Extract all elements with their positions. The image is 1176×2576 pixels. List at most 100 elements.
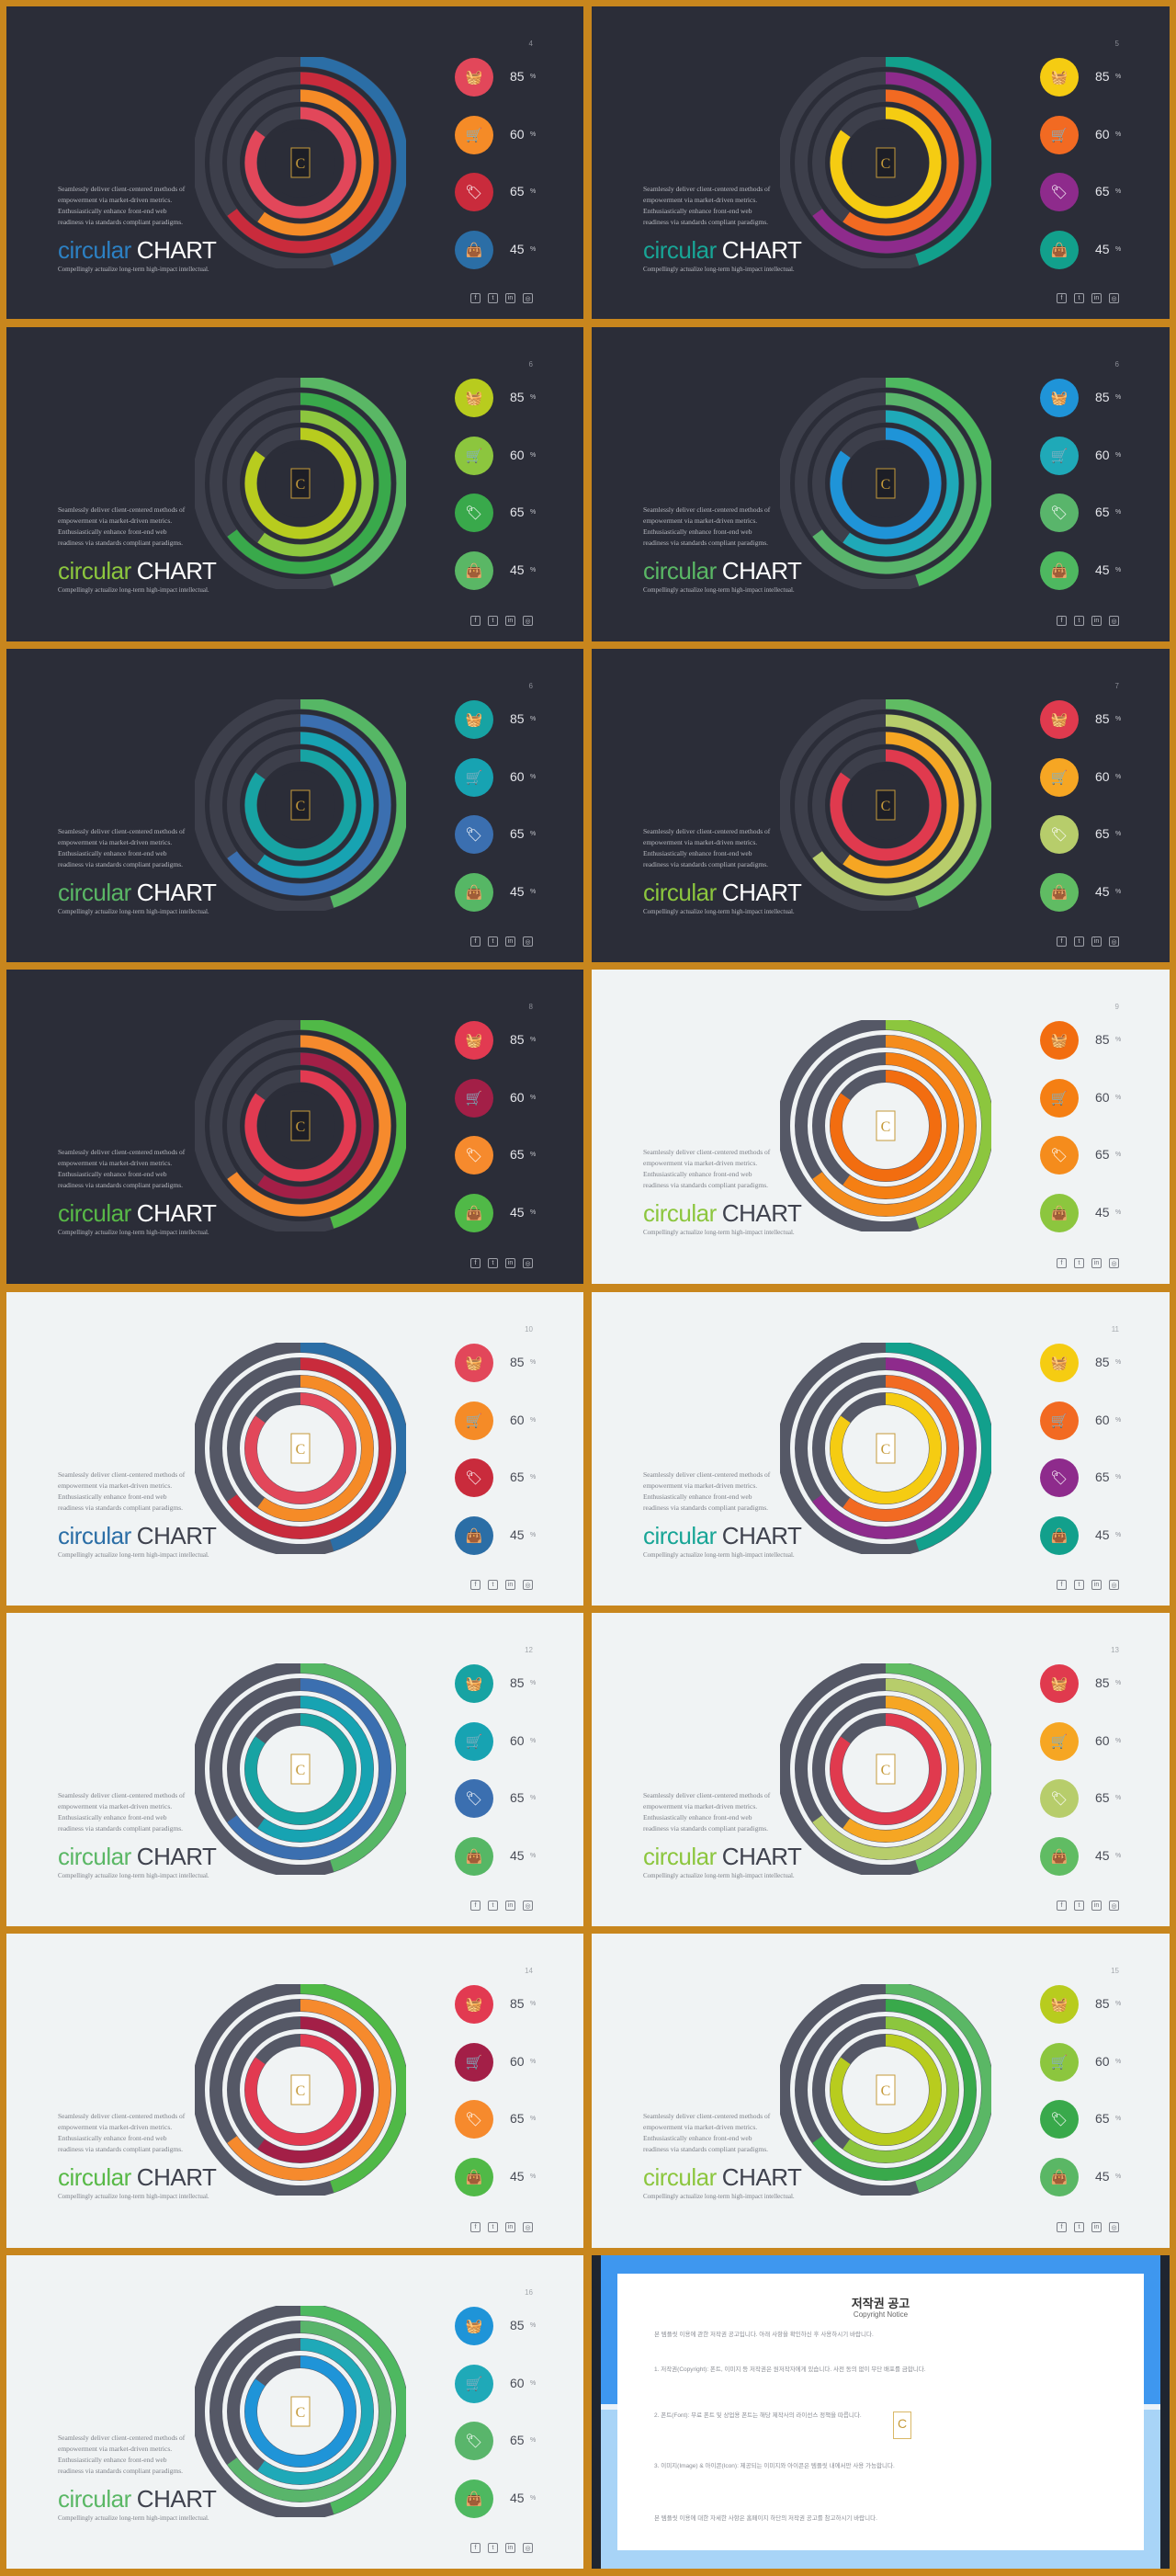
linkedin-icon[interactable]: in [505, 1258, 515, 1268]
social-links: f t in ◎ [470, 2543, 533, 2553]
instagram-icon[interactable]: ◎ [1109, 1580, 1119, 1590]
linkedin-icon[interactable]: in [505, 1580, 515, 1590]
linkedin-icon[interactable]: in [505, 1901, 515, 1911]
twitter-icon[interactable]: t [1074, 1901, 1084, 1911]
logo-badge [290, 1110, 311, 1141]
instagram-icon[interactable]: ◎ [523, 2222, 533, 2232]
description-line: readiness via standards compliant paradi… [58, 1824, 184, 1833]
description-line: Enthusiastically enhance front-end web [643, 2134, 752, 2142]
twitter-icon[interactable]: t [1074, 1258, 1084, 1268]
linkedin-icon[interactable]: in [1091, 2222, 1102, 2232]
percent-sign: % [1115, 1531, 1122, 1538]
description-line: Seamlessly deliver client-centered metho… [643, 1791, 771, 1799]
twitter-icon[interactable]: t [488, 2543, 498, 2553]
twitter-icon[interactable]: t [488, 936, 498, 947]
facebook-icon[interactable]: f [470, 2543, 481, 2553]
logo-letter: C [881, 1442, 891, 1458]
twitter-icon[interactable]: t [488, 1901, 498, 1911]
twitter-icon[interactable]: t [1074, 936, 1084, 947]
twitter-icon[interactable]: t [488, 1258, 498, 1268]
facebook-icon[interactable]: f [1057, 293, 1067, 303]
facebook-icon[interactable]: f [1057, 1580, 1067, 1590]
legend-item: 👜 45% [455, 2479, 537, 2537]
linkedin-icon[interactable]: in [1091, 936, 1102, 947]
twitter-icon[interactable]: t [488, 293, 498, 303]
instagram-icon[interactable]: ◎ [1109, 1258, 1119, 1268]
tag-icon: 🏷 [455, 1458, 493, 1497]
percent-sign: % [530, 2379, 537, 2387]
instagram-icon[interactable]: ◎ [523, 2543, 533, 2553]
description-line: Enthusiastically enhance front-end web [643, 528, 752, 536]
facebook-icon[interactable]: f [470, 1580, 481, 1590]
twitter-icon[interactable]: t [1074, 1580, 1084, 1590]
twitter-icon[interactable]: t [1074, 2222, 1084, 2232]
linkedin-icon[interactable]: in [505, 2222, 515, 2232]
instagram-icon[interactable]: ◎ [523, 936, 533, 947]
twitter-icon[interactable]: t [488, 2222, 498, 2232]
instagram-icon[interactable]: ◎ [1109, 1901, 1119, 1911]
facebook-icon[interactable]: f [1057, 2222, 1067, 2232]
legend-item: 🧺 85% [455, 1344, 537, 1401]
facebook-icon[interactable]: f [470, 293, 481, 303]
instagram-icon[interactable]: ◎ [523, 616, 533, 626]
facebook-icon[interactable]: f [470, 936, 481, 947]
facebook-icon[interactable]: f [470, 2222, 481, 2232]
instagram-icon[interactable]: ◎ [1109, 293, 1119, 303]
linkedin-icon[interactable]: in [505, 2543, 515, 2553]
instagram-icon[interactable]: ◎ [1109, 2222, 1119, 2232]
instagram-icon[interactable]: ◎ [523, 1258, 533, 1268]
ring-arc-2 [842, 89, 959, 236]
facebook-icon[interactable]: f [1057, 936, 1067, 947]
linkedin-icon[interactable]: in [1091, 1901, 1102, 1911]
legend-item: 🛒 60% [455, 2364, 537, 2423]
description-line: readiness via standards compliant paradi… [58, 1504, 184, 1512]
social-links: f t in ◎ [470, 2222, 533, 2232]
facebook-icon[interactable]: f [1057, 1901, 1067, 1911]
instagram-icon[interactable]: ◎ [523, 1580, 533, 1590]
description-line: Seamlessly deliver client-centered metho… [643, 185, 771, 193]
slide: 4 C Seamlessly deliver client-centered met… [6, 6, 583, 319]
facebook-icon[interactable]: f [1057, 1258, 1067, 1268]
legend-value: 85 [510, 2318, 525, 2332]
title-word-chart: CHART [721, 236, 802, 264]
bag-icon: 👜 [455, 230, 493, 269]
legend-item: 👜 45% [455, 1515, 537, 1574]
description: Seamlessly deliver client-centered metho… [643, 1470, 827, 1514]
ring-arc-2 [257, 1696, 374, 1843]
facebook-icon[interactable]: f [470, 1258, 481, 1268]
facebook-icon[interactable]: f [470, 616, 481, 626]
description: Seamlessly deliver client-centered metho… [58, 1790, 242, 1834]
copyright-subtitle: Copyright Notice [853, 2310, 909, 2319]
twitter-icon[interactable]: t [1074, 293, 1084, 303]
linkedin-icon[interactable]: in [505, 616, 515, 626]
percent-sign: % [530, 716, 537, 722]
logo-letter: C [881, 477, 891, 493]
linkedin-icon[interactable]: in [505, 936, 515, 947]
linkedin-icon[interactable]: in [1091, 1258, 1102, 1268]
title-word-circular: circular [58, 557, 131, 584]
legend-item: 🧺 85% [1040, 1021, 1123, 1079]
description: Seamlessly deliver client-centered metho… [643, 505, 827, 549]
legend-value: 65 [1095, 1470, 1110, 1484]
twitter-icon[interactable]: t [488, 616, 498, 626]
description-line: Seamlessly deliver client-centered metho… [58, 1791, 186, 1799]
tag-icon: 🏷 [1040, 2100, 1079, 2139]
bag-icon: 👜 [455, 1836, 493, 1876]
linkedin-icon[interactable]: in [1091, 616, 1102, 626]
legend-item: 🧺 85% [455, 700, 537, 758]
description-line: Seamlessly deliver client-centered metho… [58, 185, 186, 193]
facebook-icon[interactable]: f [1057, 616, 1067, 626]
instagram-icon[interactable]: ◎ [523, 293, 533, 303]
instagram-icon[interactable]: ◎ [1109, 936, 1119, 947]
instagram-icon[interactable]: ◎ [523, 1901, 533, 1911]
ring-arc-3 [812, 1035, 977, 1217]
facebook-icon[interactable]: f [470, 1901, 481, 1911]
linkedin-icon[interactable]: in [1091, 1580, 1102, 1590]
linkedin-icon[interactable]: in [505, 293, 515, 303]
instagram-icon[interactable]: ◎ [1109, 616, 1119, 626]
twitter-icon[interactable]: t [488, 1580, 498, 1590]
legend-item: 🏷 65% [455, 494, 537, 551]
twitter-icon[interactable]: t [1074, 616, 1084, 626]
linkedin-icon[interactable]: in [1091, 293, 1102, 303]
cart-icon: 🛒 [1040, 2042, 1079, 2082]
